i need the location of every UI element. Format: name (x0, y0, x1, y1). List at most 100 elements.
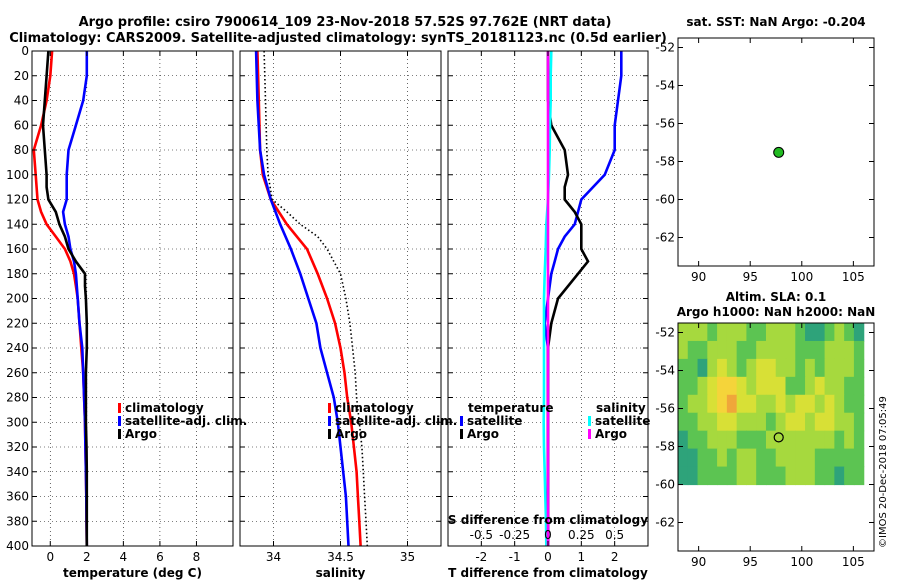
sla-cell (775, 340, 787, 360)
sla-cell (717, 323, 728, 342)
sla-cell (678, 412, 689, 432)
sla-cell (678, 376, 689, 396)
legend-title-temperature: temperature (468, 401, 553, 415)
sla-cell (707, 412, 718, 432)
sla-cell (736, 412, 748, 432)
y-tick-label: -54 (655, 79, 675, 93)
y-tick-label: 320 (6, 440, 29, 454)
x-tick-label: 4 (120, 550, 128, 564)
sla-cell (775, 394, 787, 414)
sla-cell (726, 430, 738, 450)
x-tick-label: -2 (475, 550, 487, 564)
sla-cell (726, 376, 738, 396)
sla-cell (678, 466, 689, 486)
y-tick-label: 140 (6, 217, 29, 231)
sla-cell (834, 340, 845, 360)
sla-map-title-2: Argo h1000: NaN h2000: NaN (677, 305, 876, 319)
sla-cell (795, 448, 806, 468)
sla-cell (697, 394, 708, 414)
y-tick-label: 200 (6, 292, 29, 306)
sla-cell (765, 466, 777, 486)
sla-cell (756, 323, 767, 342)
sla-cell (756, 448, 767, 468)
sla-cell (805, 430, 816, 450)
sla-cell (853, 448, 865, 468)
sla-cell (844, 448, 855, 468)
sla-cell (814, 466, 826, 486)
y-tick-label: 220 (6, 316, 29, 330)
sla-cell (736, 358, 748, 378)
sla-cell (765, 448, 777, 468)
legend-swatch-climatology (118, 403, 121, 413)
sla-cell (717, 358, 728, 378)
y-tick-label: -60 (655, 478, 675, 492)
sla-cell (717, 412, 728, 432)
y-tick-label: 260 (6, 366, 29, 380)
sla-cell (707, 466, 718, 486)
sla-cell (814, 448, 826, 468)
sla-cell (726, 323, 738, 342)
y-tick-label: -62 (655, 516, 675, 530)
legend-swatch-s_satellite (588, 416, 591, 426)
sla-cell (736, 340, 748, 360)
y-tick-label: -60 (655, 193, 675, 207)
difference-panel: -2 -1 0 1 2 T difference from climatology S di… (447, 50, 650, 580)
legend-swatch-t_satellite (460, 416, 463, 426)
sla-cell (756, 376, 767, 396)
sla-cell (717, 430, 728, 450)
sla-cell (726, 466, 738, 486)
sla-cell (726, 358, 738, 378)
y-tick-label: 280 (6, 391, 29, 405)
sla-cell (765, 394, 777, 414)
sla-cell (853, 430, 865, 450)
sst-map-title: sat. SST: NaN Argo: -0.204 (686, 15, 865, 29)
sla-cell (687, 448, 699, 468)
sla-cell (707, 323, 718, 342)
legend-label: climatology (335, 401, 414, 415)
y-tick-label: 300 (6, 415, 29, 429)
sla-cell (834, 358, 845, 378)
sla-cell (844, 340, 855, 360)
x-tick-label: 2 (611, 550, 619, 564)
sla-cell (785, 430, 796, 450)
sla-cell (785, 340, 796, 360)
series-line-argo (263, 50, 369, 547)
sla-cell (697, 412, 708, 432)
x-tick-label: 34 (266, 550, 281, 564)
sla-cell (805, 358, 816, 378)
x-tick-label: 8 (193, 550, 201, 564)
sla-cell (834, 466, 845, 486)
legend-label: Argo (467, 427, 499, 441)
sla-cell (756, 340, 767, 360)
sla-cell (795, 376, 806, 396)
sla-cell (775, 376, 787, 396)
sla-cell (775, 466, 787, 486)
sla-cell (746, 340, 757, 360)
legend-label: Argo (595, 427, 627, 441)
sla-cell (697, 323, 708, 342)
sla-cell (775, 358, 787, 378)
sla-cell (726, 394, 738, 414)
sla-cell (834, 394, 845, 414)
legend-swatch-satellite (328, 416, 331, 426)
x-axis-label: salinity (316, 566, 366, 580)
sla-cell (736, 466, 748, 486)
sla-cell (687, 466, 699, 486)
series-line-s_satellite (542, 50, 553, 547)
x-tick-label: 90 (691, 555, 706, 569)
sla-cell (844, 466, 855, 486)
sla-cell (785, 466, 796, 486)
y-tick-label: 160 (6, 242, 29, 256)
map-frame (677, 322, 875, 552)
s-tick-label: 0 (544, 528, 552, 542)
sla-cell (746, 323, 757, 342)
sla-cell (853, 340, 865, 360)
sla-cell (785, 358, 796, 378)
sla-cell (814, 376, 826, 396)
salinity-panel: 34 34.5 35 salinity climatologysatellite-adj… (239, 50, 457, 580)
sla-cell (717, 340, 728, 360)
sla-cell (824, 340, 835, 360)
temperature-panel: 0 2 4 6 8 temperature (deg C) 0 20 40 60 80 100 120 1… (6, 44, 247, 580)
sla-cell (765, 358, 777, 378)
sla-cell (775, 430, 787, 450)
